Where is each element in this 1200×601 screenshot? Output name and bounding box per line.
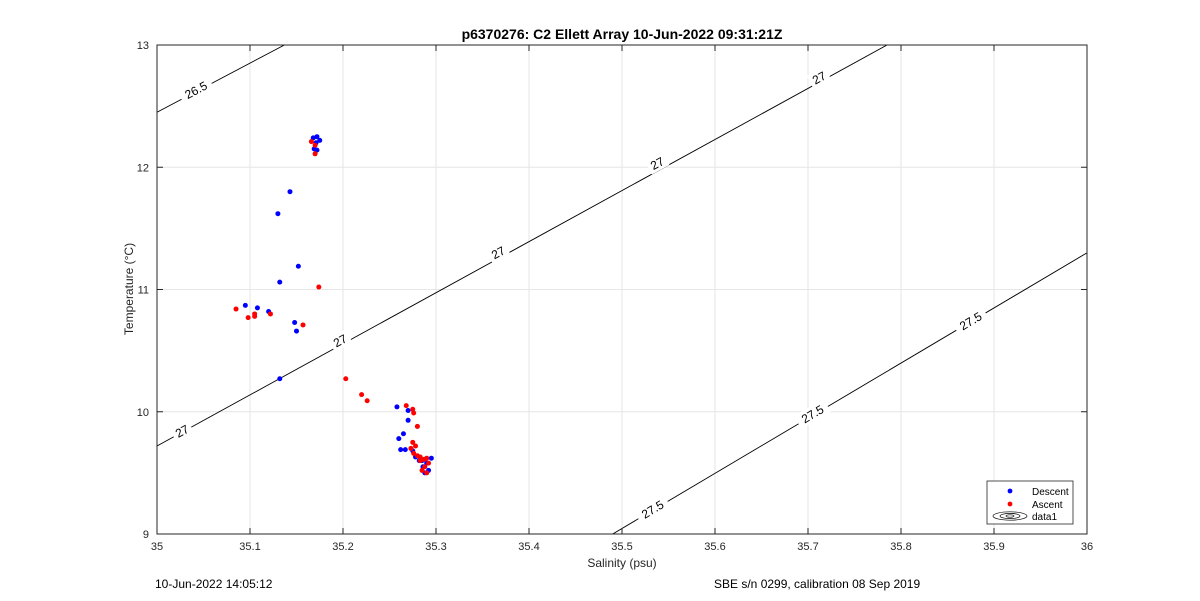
point-ascent: [411, 410, 417, 416]
contour-label-bg: [952, 305, 989, 336]
point-ascent: [417, 458, 423, 464]
legend-label-data1: data1: [1032, 512, 1057, 523]
point-descent: [277, 279, 283, 285]
point-ascent: [424, 455, 430, 461]
y-tick-label: 13: [137, 40, 149, 52]
contour-label-bg: [327, 329, 353, 352]
point-ascent: [267, 311, 273, 317]
y-tick-label: 12: [137, 162, 149, 174]
point-descent: [396, 436, 402, 442]
contour-label-bg: [633, 493, 671, 525]
chart-title: p6370276: C2 Ellett Array 10-Jun-2022 09…: [462, 26, 783, 42]
contour-label: 27: [489, 243, 508, 262]
point-ascent: [359, 392, 365, 398]
point-descent: [428, 455, 434, 461]
point-ascent: [364, 398, 370, 404]
point-ascent: [413, 443, 419, 449]
point-ascent: [419, 467, 425, 473]
point-descent: [254, 305, 260, 311]
point-descent: [405, 408, 411, 414]
contour-label-bg: [793, 398, 831, 429]
legend-label-descent: Descent: [1032, 487, 1069, 498]
x-axis-label: Salinity (psu): [587, 556, 656, 570]
point-ascent: [308, 139, 314, 145]
x-tick-label: 35.9: [983, 541, 1004, 553]
point-descent: [295, 263, 301, 269]
point-descent: [314, 134, 320, 140]
x-axis-ticks: 35 35.1 35.2 35.3 35.4 35.5 35.6 35.7 35.8 35.9 36: [151, 45, 1093, 553]
isopycnal-line-27-5: [612, 252, 1087, 534]
x-tick-label: 35: [151, 541, 163, 553]
y-tick-label: 11: [138, 285, 149, 297]
point-descent: [405, 417, 411, 423]
legend-label-ascent: Ascent: [1032, 500, 1063, 511]
x-tick-label: 35.4: [518, 541, 539, 553]
contour-label: 27: [173, 422, 192, 441]
point-descent: [242, 302, 248, 308]
point-descent: [398, 447, 404, 453]
point-ascent: [312, 142, 318, 148]
point-ascent: [343, 376, 349, 382]
point-descent: [400, 431, 406, 437]
point-descent: [394, 404, 400, 410]
point-descent: [402, 447, 408, 453]
contour-label: 27: [648, 154, 667, 173]
y-tick-label: 10: [137, 407, 149, 419]
point-ascent: [245, 315, 251, 321]
point-ascent: [422, 464, 428, 470]
timestamp-footer: 10-Jun-2022 14:05:12: [155, 577, 273, 591]
point-ascent: [417, 454, 423, 460]
x-tick-label: 35.2: [332, 541, 353, 553]
x-tick-label: 35.7: [797, 541, 818, 553]
point-ascent: [410, 439, 416, 445]
legend: Descent Ascent data1: [986, 480, 1074, 525]
y-axis-label: Temperature (°C): [122, 243, 136, 335]
x-tick-label: 35.8: [890, 541, 911, 553]
point-descent: [275, 211, 281, 217]
point-ascent: [312, 151, 318, 157]
legend-marker-contour-icon: [992, 511, 1028, 521]
point-ascent: [233, 306, 239, 312]
point-ascent: [411, 450, 417, 456]
legend-box: [986, 480, 1074, 525]
point-descent: [292, 320, 298, 326]
x-tick-label: 35.5: [611, 541, 632, 553]
point-ascent: [300, 322, 306, 328]
y-tick-label: 9: [143, 529, 149, 541]
point-ascent: [403, 403, 409, 409]
contour-label: 27: [331, 331, 350, 350]
point-ascent: [252, 313, 258, 319]
x-tick-label: 36: [1081, 541, 1093, 553]
x-tick-label: 35.1: [239, 541, 260, 553]
point-ascent: [414, 423, 420, 429]
point-ascent: [424, 470, 430, 476]
data-points: [233, 134, 434, 476]
point-ascent: [426, 460, 432, 466]
contour-label-bg: [485, 240, 511, 264]
calibration-footer: SBE s/n 0299, calibration 08 Sep 2019: [714, 577, 921, 591]
contour-label-bg: [806, 66, 832, 89]
point-descent: [317, 137, 323, 143]
point-ascent: [408, 445, 414, 451]
y-axis-ticks: 9 10 11 12 13: [137, 40, 1087, 541]
contour-label-bg: [177, 75, 215, 105]
x-tick-label: 35.6: [704, 541, 725, 553]
contour-label: 27: [810, 69, 829, 88]
contour-label-bg: [169, 419, 195, 443]
legend-marker-ascent: [1007, 501, 1013, 507]
point-ascent: [316, 284, 322, 290]
legend-marker-descent: [1007, 488, 1013, 494]
x-tick-label: 35.3: [425, 541, 446, 553]
point-descent: [277, 376, 283, 382]
contour-label-bg: [644, 151, 670, 175]
point-descent: [294, 328, 299, 334]
isopycnal-line-26-5: [157, 45, 285, 113]
point-descent: [287, 189, 293, 195]
